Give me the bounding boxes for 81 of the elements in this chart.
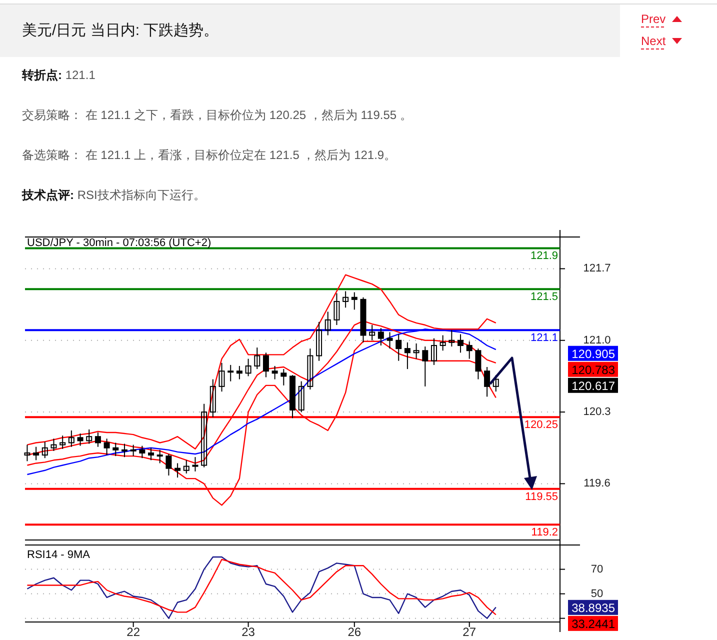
ref-line-label: 121.5 [530, 291, 558, 304]
ref-line-label: 119.55 [525, 490, 558, 503]
candlestick [139, 445, 146, 459]
text: 备选策略： 在 121.1 上，看涨，目标价位定在 121.5 ，然后为 121.9。 [22, 148, 396, 162]
text: 交易策略： 在 121.1 之下，看跌，目标价位为 120.25 ，然后为 119.55 。 [22, 108, 412, 122]
candlestick [342, 290, 349, 308]
candlestick [77, 433, 84, 446]
y-tick-label: 50 [590, 588, 604, 600]
candlestick [201, 403, 208, 468]
text: Next [641, 34, 666, 48]
text: 33.2441 [572, 616, 616, 631]
candlestick [307, 348, 314, 390]
candlestick [33, 446, 40, 461]
text: 技术点评: RSI技术指标向下运行。 [21, 188, 206, 202]
candlestick [60, 435, 66, 450]
ref-line-label: 121.9 [530, 250, 558, 262]
ref-line-label: 121.1 [530, 332, 558, 344]
candlestick [86, 428, 92, 444]
candlestick [351, 292, 358, 310]
candlestick [316, 321, 322, 362]
candlestick [254, 347, 260, 370]
text: Prev [641, 12, 666, 26]
candlestick [174, 462, 181, 478]
candlestick [386, 332, 393, 350]
candlestick [121, 443, 128, 458]
candlestick [262, 352, 269, 378]
text: 38.8935 [572, 600, 616, 615]
y-tick-label: 120.3 [583, 406, 611, 418]
candlestick [245, 358, 252, 377]
candlestick [112, 442, 119, 457]
candlestick [422, 346, 428, 387]
candlestick [183, 460, 190, 474]
candlestick [440, 334, 446, 352]
candlestick [298, 380, 304, 413]
ref-line-label: 120.25 [524, 419, 558, 432]
x-tick-label: 26 [348, 625, 362, 639]
y-tick-label: 119.6 [584, 478, 610, 490]
candlestick [130, 444, 136, 457]
candlestick [334, 292, 340, 326]
text: 120.617 [572, 378, 616, 393]
candlestick [94, 432, 101, 448]
candlestick [272, 365, 278, 380]
text: 美元/日元 当日内: 下跌趋势。 [22, 22, 219, 39]
y-tick-label: 121.7 [583, 262, 611, 275]
candlestick [24, 444, 30, 462]
candlestick [280, 368, 287, 386]
candlestick [166, 454, 172, 476]
candlestick [475, 348, 482, 380]
y-tick-label: 121.0 [583, 334, 611, 346]
candlestick [50, 438, 57, 452]
text: 转折点: 121.1 [21, 68, 96, 82]
candlestick [413, 342, 420, 360]
ref-line-label: 119.2 [531, 526, 558, 539]
text: 120.783 [572, 362, 616, 377]
candlestick [68, 430, 74, 448]
candlestick [484, 366, 490, 398]
candlestick [192, 456, 198, 472]
chart-title: USD/JPY - 30min - 07:03:56 (UTC+2) [27, 237, 212, 249]
x-tick-label: 23 [242, 625, 256, 639]
candlestick [448, 330, 455, 348]
candlestick [458, 334, 464, 354]
candlestick [404, 342, 410, 370]
candlestick [148, 447, 154, 461]
chart-title: RSI14 - 9MA [27, 549, 91, 561]
candlestick [210, 378, 216, 418]
candlestick [236, 365, 242, 380]
candlestick [228, 364, 234, 382]
x-tick-label: 22 [126, 625, 140, 639]
candlestick [104, 438, 110, 456]
candlestick [218, 362, 225, 392]
candlestick [396, 334, 402, 362]
candlestick [369, 324, 376, 341]
candlestick [156, 449, 163, 464]
candlestick [378, 328, 384, 346]
candlestick [466, 340, 472, 360]
x-tick-label: 27 [462, 625, 476, 639]
text: 120.905 [572, 346, 616, 361]
candlestick [42, 441, 48, 459]
y-tick-label: 70 [590, 563, 604, 576]
candlestick [430, 338, 437, 366]
candlestick [324, 311, 331, 336]
